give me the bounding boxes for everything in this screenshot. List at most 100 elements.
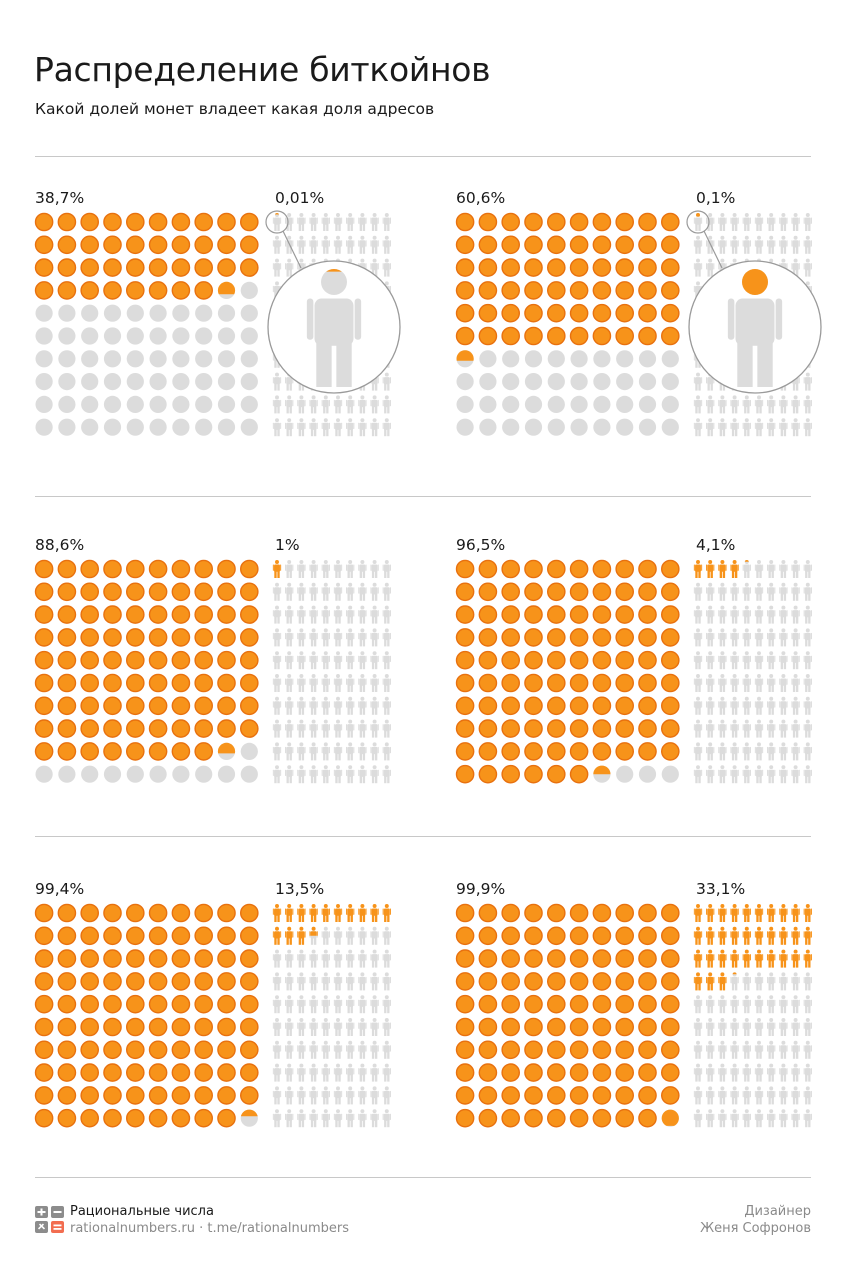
coin-dot [592, 949, 612, 968]
coin-dot [478, 303, 498, 323]
person-icon-empty [767, 605, 776, 624]
coin-dot [57, 258, 77, 277]
footer-brand-name: Рациональные числа [70, 1204, 214, 1219]
coin-dot [615, 628, 634, 647]
coin-dot [660, 326, 680, 346]
coin-dot [103, 212, 122, 232]
person-icon-empty [333, 1018, 343, 1036]
coin-dot [524, 949, 543, 968]
person-icon-empty [791, 742, 800, 761]
person-icon-empty [333, 742, 343, 761]
coin-dot [239, 212, 259, 232]
person-icon-empty [742, 696, 751, 715]
person-icon-empty [767, 628, 776, 647]
person-icon-empty [754, 582, 764, 601]
coin-dot [455, 972, 475, 991]
person-icon-empty [693, 696, 703, 715]
person-icon-empty [718, 395, 727, 414]
coin-dot [524, 972, 543, 991]
person-icon-empty [285, 628, 294, 647]
panel-4: 99,4% 13,5% [34, 880, 395, 1150]
coin-dot [638, 972, 657, 991]
coin-dot [194, 673, 213, 693]
coin-dot [57, 281, 77, 300]
person-icon-empty [285, 418, 294, 437]
person-icon-filled [791, 904, 800, 922]
coin-dot [501, 719, 520, 738]
coin-dot [81, 350, 99, 368]
coin-dot [34, 972, 54, 991]
person-icon-empty [333, 926, 343, 945]
person-icon-empty [370, 213, 379, 231]
coin-dot [592, 1040, 612, 1060]
person-icon-empty [272, 1040, 282, 1059]
coin-dot [194, 696, 213, 716]
person-icon-empty [803, 995, 812, 1014]
coin-dot [638, 1040, 657, 1060]
coin-dot [58, 327, 76, 345]
person-icon-partial [272, 213, 282, 231]
person-icon-empty [754, 995, 764, 1014]
coin-dot [103, 949, 122, 968]
person-icon-empty [693, 1086, 703, 1105]
coin-dot [34, 1063, 54, 1082]
person-icon-empty [803, 605, 812, 624]
coin-dot [501, 1017, 520, 1037]
person-icon-empty [346, 418, 355, 437]
coin-dot [524, 719, 543, 738]
person-icon-empty [791, 765, 800, 784]
coin-dot [569, 719, 589, 738]
person-icon-empty [358, 213, 367, 231]
person-icon-empty [754, 235, 764, 254]
person-icon-empty [742, 628, 751, 647]
coin-dot [194, 628, 213, 647]
coin-dot [455, 742, 475, 761]
person-icon-empty [779, 628, 788, 647]
coin-dot [615, 281, 634, 300]
coin-dot [103, 903, 122, 923]
coin-dot [194, 949, 213, 968]
person-icon-empty [306, 269, 362, 387]
coin-dot [638, 1017, 657, 1037]
coin-dot [148, 628, 168, 647]
person-icon-empty [791, 995, 800, 1014]
person-icon-empty [706, 1063, 715, 1082]
coin-dot [638, 326, 657, 346]
person-icon-empty [321, 1109, 330, 1128]
coin-dot [172, 350, 190, 368]
coin-dot [148, 582, 168, 602]
person-icon-empty [718, 418, 727, 437]
panel-3: 96,5% 4,1% [455, 536, 816, 806]
person-icon-empty [730, 1018, 739, 1036]
coin-dot [194, 1086, 213, 1105]
person-icon-empty [693, 765, 703, 784]
person-icon-empty [358, 719, 367, 738]
person-icon-empty [358, 765, 367, 784]
person-icon-empty [767, 213, 776, 231]
person-icon-empty [309, 1086, 318, 1105]
person-icon-empty [693, 628, 703, 647]
person-icon-filled [370, 904, 379, 922]
coin-dot [126, 765, 144, 783]
coin-dot [217, 765, 236, 783]
person-icon-empty [779, 1040, 788, 1059]
person-icon-empty [272, 1063, 282, 1082]
coin-dot [57, 926, 77, 946]
person-icon-empty [297, 213, 306, 231]
person-icon-filled [272, 926, 282, 945]
coin-dot [34, 949, 54, 968]
coin-dot [569, 605, 589, 624]
coin-dot [217, 1086, 236, 1105]
person-icon-filled [754, 926, 764, 945]
person-icon-empty [803, 418, 812, 437]
coin-dot [638, 719, 657, 738]
coin-dot [126, 395, 144, 413]
coin-dot [57, 628, 77, 647]
coin-dot [615, 650, 634, 670]
coin-dot [547, 303, 566, 323]
person-icon-empty [333, 560, 343, 578]
coin-dot [57, 559, 77, 579]
footer-links[interactable]: rationalnumbers.ru · t.me/rationalnumber… [70, 1221, 349, 1236]
coin-dot [103, 742, 122, 761]
person-icon-empty [370, 719, 379, 738]
